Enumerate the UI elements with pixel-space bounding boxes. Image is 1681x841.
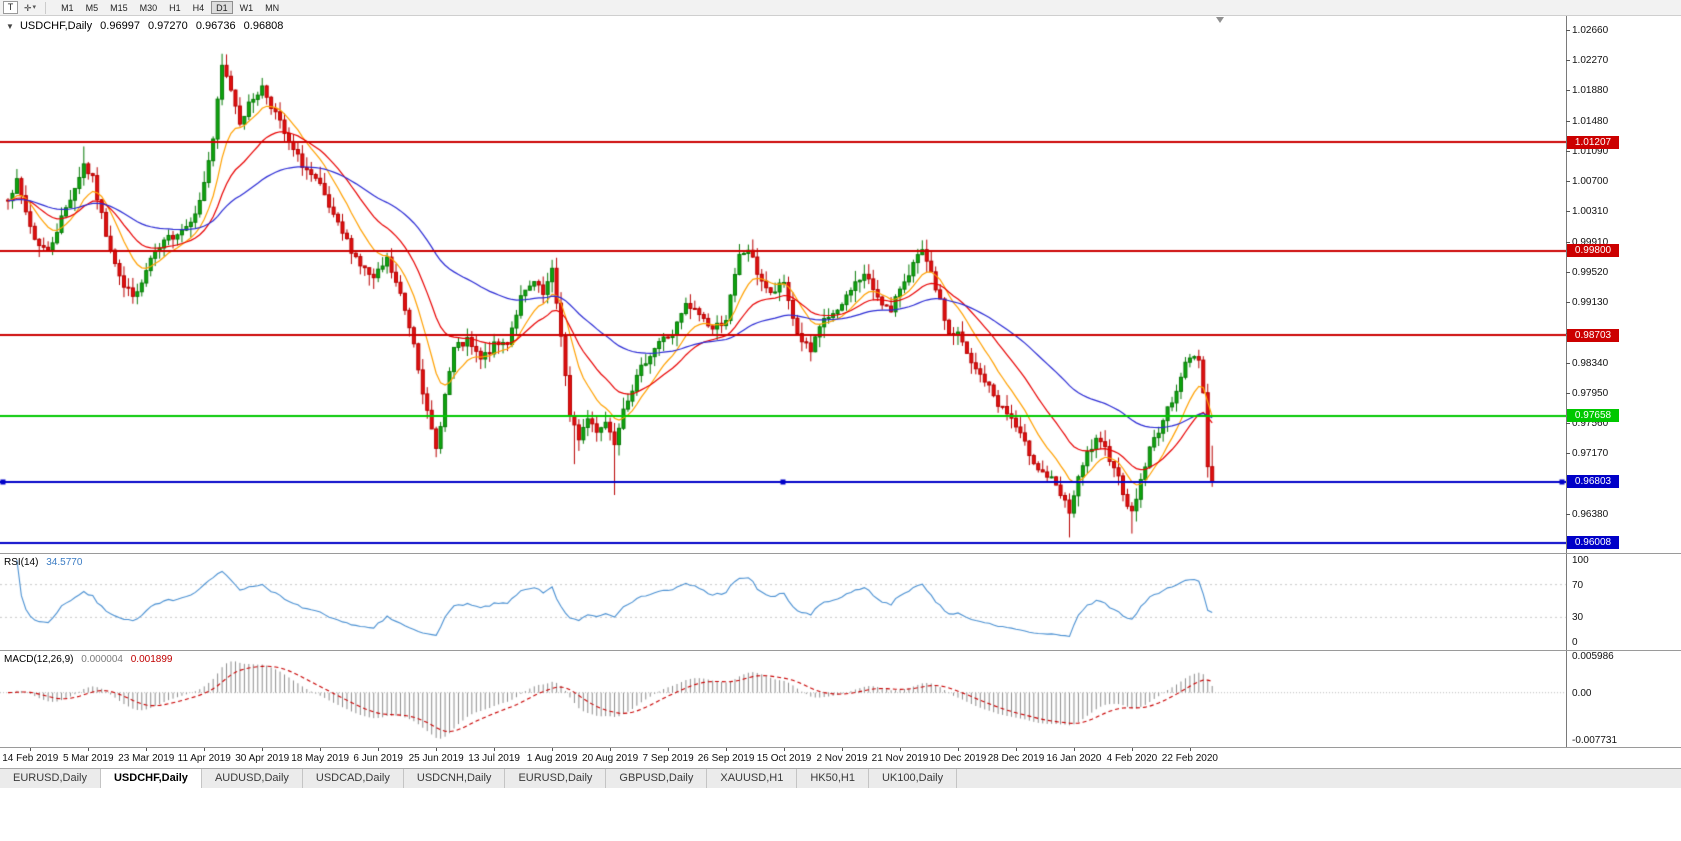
timeframe-button-m1[interactable]: M1 <box>61 3 74 13</box>
date-tick-label: 30 Apr 2019 <box>235 753 290 764</box>
date-tick-mark <box>320 748 321 751</box>
date-tick-label: 6 Jun 2019 <box>353 753 403 764</box>
date-tick-mark <box>1074 748 1075 751</box>
chart-tab-eurusd-daily[interactable]: EURUSD,Daily <box>0 769 101 788</box>
chart-tab-usdchf-daily[interactable]: USDCHF,Daily <box>100 769 202 788</box>
date-tick-label: 23 Mar 2019 <box>118 753 175 764</box>
date-tick-mark <box>842 748 843 751</box>
rsi-current-value: 34.5770 <box>46 557 83 568</box>
date-tick-mark <box>204 748 205 751</box>
date-tick-label: 16 Jan 2020 <box>1046 753 1102 764</box>
chart-tab-audusd-daily[interactable]: AUDUSD,Daily <box>201 769 303 788</box>
date-tick-label: 7 Sep 2019 <box>642 753 694 764</box>
timeframe-button-mn[interactable]: MN <box>265 3 280 13</box>
rsi-label: RSI(14) 34.5770 <box>4 557 87 568</box>
chart-tab-usdcad-daily[interactable]: USDCAD,Daily <box>302 769 404 788</box>
timeframe-button-h1[interactable]: H1 <box>169 3 181 13</box>
date-tick-label: 11 Apr 2019 <box>177 753 231 764</box>
date-tick-label: 1 Aug 2019 <box>526 753 578 764</box>
date-tick-mark <box>958 748 959 751</box>
crosshair-icon: ✛ <box>24 2 32 13</box>
chart-type-button[interactable]: T <box>3 1 18 14</box>
date-tick-label: 10 Dec 2019 <box>929 753 987 764</box>
rsi-indicator-panel[interactable] <box>0 554 1566 650</box>
date-tick-mark <box>726 748 727 751</box>
date-tick-label: 21 Nov 2019 <box>871 753 929 764</box>
chart-tab-xauusd-h1[interactable]: XAUUSD,H1 <box>707 769 798 788</box>
timeframe-button-m15[interactable]: M15 <box>110 3 128 13</box>
date-tick-label: 4 Feb 2020 <box>1106 753 1158 764</box>
chart-title: ▼ USDCHF,Daily 0.96997 0.97270 0.96736 0… <box>6 20 288 32</box>
date-tick-mark <box>610 748 611 751</box>
date-tick-label: 15 Oct 2019 <box>756 753 812 764</box>
ohlc-open-value: 0.96997 <box>100 20 140 32</box>
chart-tab-usdcnh-daily[interactable]: USDCNH,Daily <box>403 769 506 788</box>
macd-signal-value: 0.001899 <box>130 654 173 665</box>
date-tick-mark <box>494 748 495 751</box>
cursor-tool-button[interactable]: ✛ ▾ <box>21 1 39 14</box>
toolbar: T ✛ ▾ M1 M5 M15 M30 H1 H4 D1 W1 MN <box>0 0 1681 16</box>
toolbar-divider <box>45 1 47 14</box>
timeframe-button-m30[interactable]: M30 <box>139 3 158 13</box>
date-tick-label: 13 Jul 2019 <box>468 753 520 764</box>
time-axis[interactable]: 14 Feb 2019 5 Mar 2019 23 Mar 2019 11 Apr 2… <box>0 748 1681 768</box>
macd-indicator-name: MACD(12,26,9) <box>4 654 74 665</box>
date-tick-label: 28 Dec 2019 <box>987 753 1045 764</box>
chart-shift-marker-icon[interactable] <box>1216 17 1225 23</box>
date-tick-label: 5 Mar 2019 <box>62 753 114 764</box>
date-tick-mark <box>1190 748 1191 751</box>
panel-separator[interactable] <box>0 747 1681 748</box>
chart-tab-gbpusd-daily[interactable]: GBPUSD,Daily <box>606 769 708 788</box>
date-tick-mark <box>784 748 785 751</box>
date-tick-mark <box>30 748 31 751</box>
timeframe-button-m5[interactable]: M5 <box>85 3 99 13</box>
chart-symbol-label: USDCHF,Daily <box>19 20 93 32</box>
date-tick-label: 2 Nov 2019 <box>816 753 868 764</box>
date-tick-mark <box>146 748 147 751</box>
macd-indicator-panel[interactable] <box>0 651 1566 747</box>
ohlc-high-value: 0.97270 <box>148 20 188 32</box>
date-tick-mark <box>900 748 901 751</box>
date-tick-mark <box>88 748 89 751</box>
timeframe-button-h4[interactable]: H4 <box>192 3 205 13</box>
chart-tab-uk100-daily[interactable]: UK100,Daily <box>868 769 958 788</box>
date-tick-mark <box>668 748 669 751</box>
date-tick-mark <box>378 748 379 751</box>
macd-label: MACD(12,26,9) 0.000004 0.001899 <box>4 654 177 665</box>
ohlc-low-value: 0.96736 <box>195 20 236 32</box>
panel-separator[interactable] <box>0 650 1681 651</box>
collapse-chart-icon[interactable]: ▼ <box>6 22 14 31</box>
macd-current-value: 0.000004 <box>81 654 123 665</box>
timeframe-button-w1[interactable]: W1 <box>239 3 254 13</box>
date-tick-label: 26 Sep 2019 <box>697 753 755 764</box>
date-tick-mark <box>436 748 437 751</box>
date-tick-mark <box>1132 748 1133 751</box>
date-tick-mark <box>262 748 263 751</box>
main-price-chart[interactable] <box>0 16 1566 553</box>
date-tick-label: 22 Feb 2020 <box>1161 753 1218 764</box>
chevron-down-icon: ▾ <box>32 3 37 11</box>
date-tick-mark <box>1016 748 1017 751</box>
date-tick-label: 20 Aug 2019 <box>582 753 639 764</box>
chart-tab-bar: EURUSD,Daily USDCHF,Daily AUDUSD,Daily USDC… <box>0 768 1681 788</box>
chart-tab-hk50-h1[interactable]: HK50,H1 <box>797 769 869 788</box>
date-tick-label: 25 Jun 2019 <box>408 753 464 764</box>
rsi-indicator-name: RSI(14) <box>4 557 39 568</box>
date-tick-mark <box>552 748 553 751</box>
date-tick-label: 14 Feb 2019 <box>2 753 59 764</box>
chart-tab-eurusd-daily[interactable]: EURUSD,Daily <box>505 769 607 788</box>
timeframe-group: M1 M5 M15 M30 H1 H4 D1 W1 MN <box>56 1 284 14</box>
price-axis[interactable] <box>1566 16 1681 748</box>
timeframe-button-d1[interactable]: D1 <box>211 1 233 14</box>
ohlc-close-value: 0.96808 <box>243 20 284 32</box>
panel-separator[interactable] <box>0 553 1681 554</box>
date-tick-label: 18 May 2019 <box>291 753 350 764</box>
